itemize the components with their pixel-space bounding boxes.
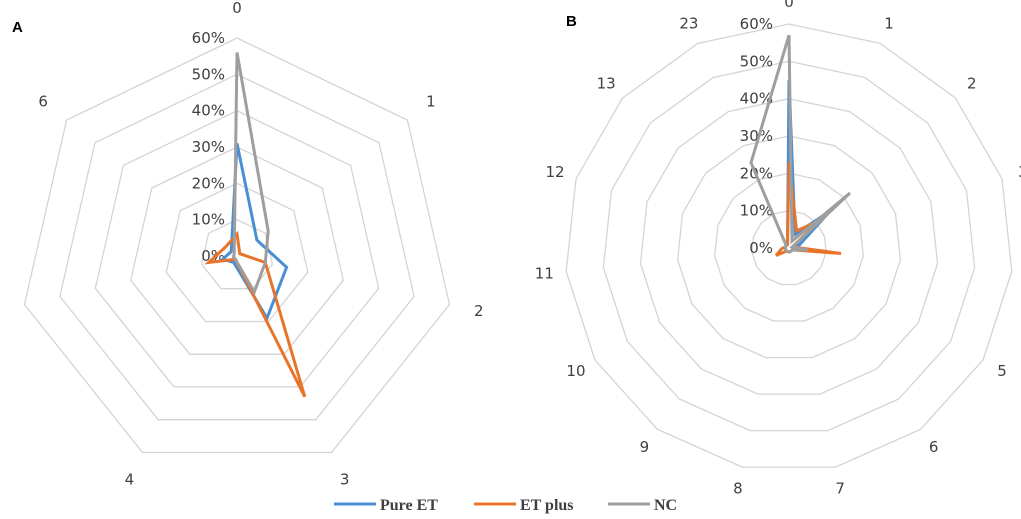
radial-tick-label: 40% xyxy=(192,102,225,120)
category-label: 2 xyxy=(967,74,977,92)
category-label: 2 xyxy=(474,302,484,320)
series-line-et-plus xyxy=(204,230,307,398)
legend-label: Pure ET xyxy=(380,497,438,514)
category-label: 8 xyxy=(733,480,743,498)
radar-panel-b: 0%10%20%30%40%50%60%01234567891011121323… xyxy=(535,0,1021,498)
category-label: 7 xyxy=(835,480,845,498)
legend-label: NC xyxy=(654,497,677,514)
category-label: 12 xyxy=(545,163,564,181)
category-label: 0 xyxy=(232,0,242,17)
series-line-nc xyxy=(749,34,852,254)
category-label: 9 xyxy=(640,438,650,456)
grid-ring xyxy=(565,23,1013,468)
radial-tick-label: 0% xyxy=(749,239,773,257)
grid-ring xyxy=(714,172,864,322)
radial-tick-label: 20% xyxy=(192,174,225,192)
category-label: 1 xyxy=(884,14,894,32)
grid-ring xyxy=(639,98,939,395)
radial-tick-label: 50% xyxy=(192,65,225,83)
radial-tick-label: 30% xyxy=(740,127,773,145)
category-label: 23 xyxy=(679,14,698,32)
category-label: 1 xyxy=(426,92,436,110)
category-label: 0 xyxy=(784,0,794,11)
radial-tick-label: 10% xyxy=(740,202,773,220)
radial-tick-label: 30% xyxy=(192,138,225,156)
category-label: 6 xyxy=(929,438,939,456)
radial-tick-label: 10% xyxy=(192,211,225,229)
grid-ring xyxy=(676,135,902,359)
category-label: 5 xyxy=(997,362,1007,380)
grid-ring xyxy=(129,146,345,355)
chart-legend: Pure ET ET plus NC xyxy=(334,497,677,514)
panel-label: B xyxy=(566,13,577,30)
grid-ring xyxy=(94,109,380,388)
grid-ring xyxy=(59,73,415,421)
grid-ring xyxy=(23,37,451,454)
category-label: 4 xyxy=(125,470,135,488)
grid-ring xyxy=(165,182,309,323)
category-label: 11 xyxy=(535,265,554,283)
grid-ring xyxy=(602,60,976,432)
category-label: 3 xyxy=(340,470,350,488)
radial-tick-label: 50% xyxy=(740,52,773,70)
grid-ring xyxy=(751,210,827,286)
category-label: 3 xyxy=(1018,163,1021,181)
radial-tick-label: 40% xyxy=(740,90,773,108)
radial-tick-label: 60% xyxy=(740,15,773,33)
panel-label: A xyxy=(12,19,23,36)
category-label: 13 xyxy=(597,74,616,92)
radar-panel-a: 0%10%20%30%40%50%60%0123456A xyxy=(12,0,484,488)
category-label: 10 xyxy=(566,362,585,380)
series-line-nc xyxy=(231,52,270,296)
category-label: 6 xyxy=(38,92,48,110)
radial-tick-label: 60% xyxy=(192,29,225,47)
legend-label: ET plus xyxy=(520,497,574,514)
